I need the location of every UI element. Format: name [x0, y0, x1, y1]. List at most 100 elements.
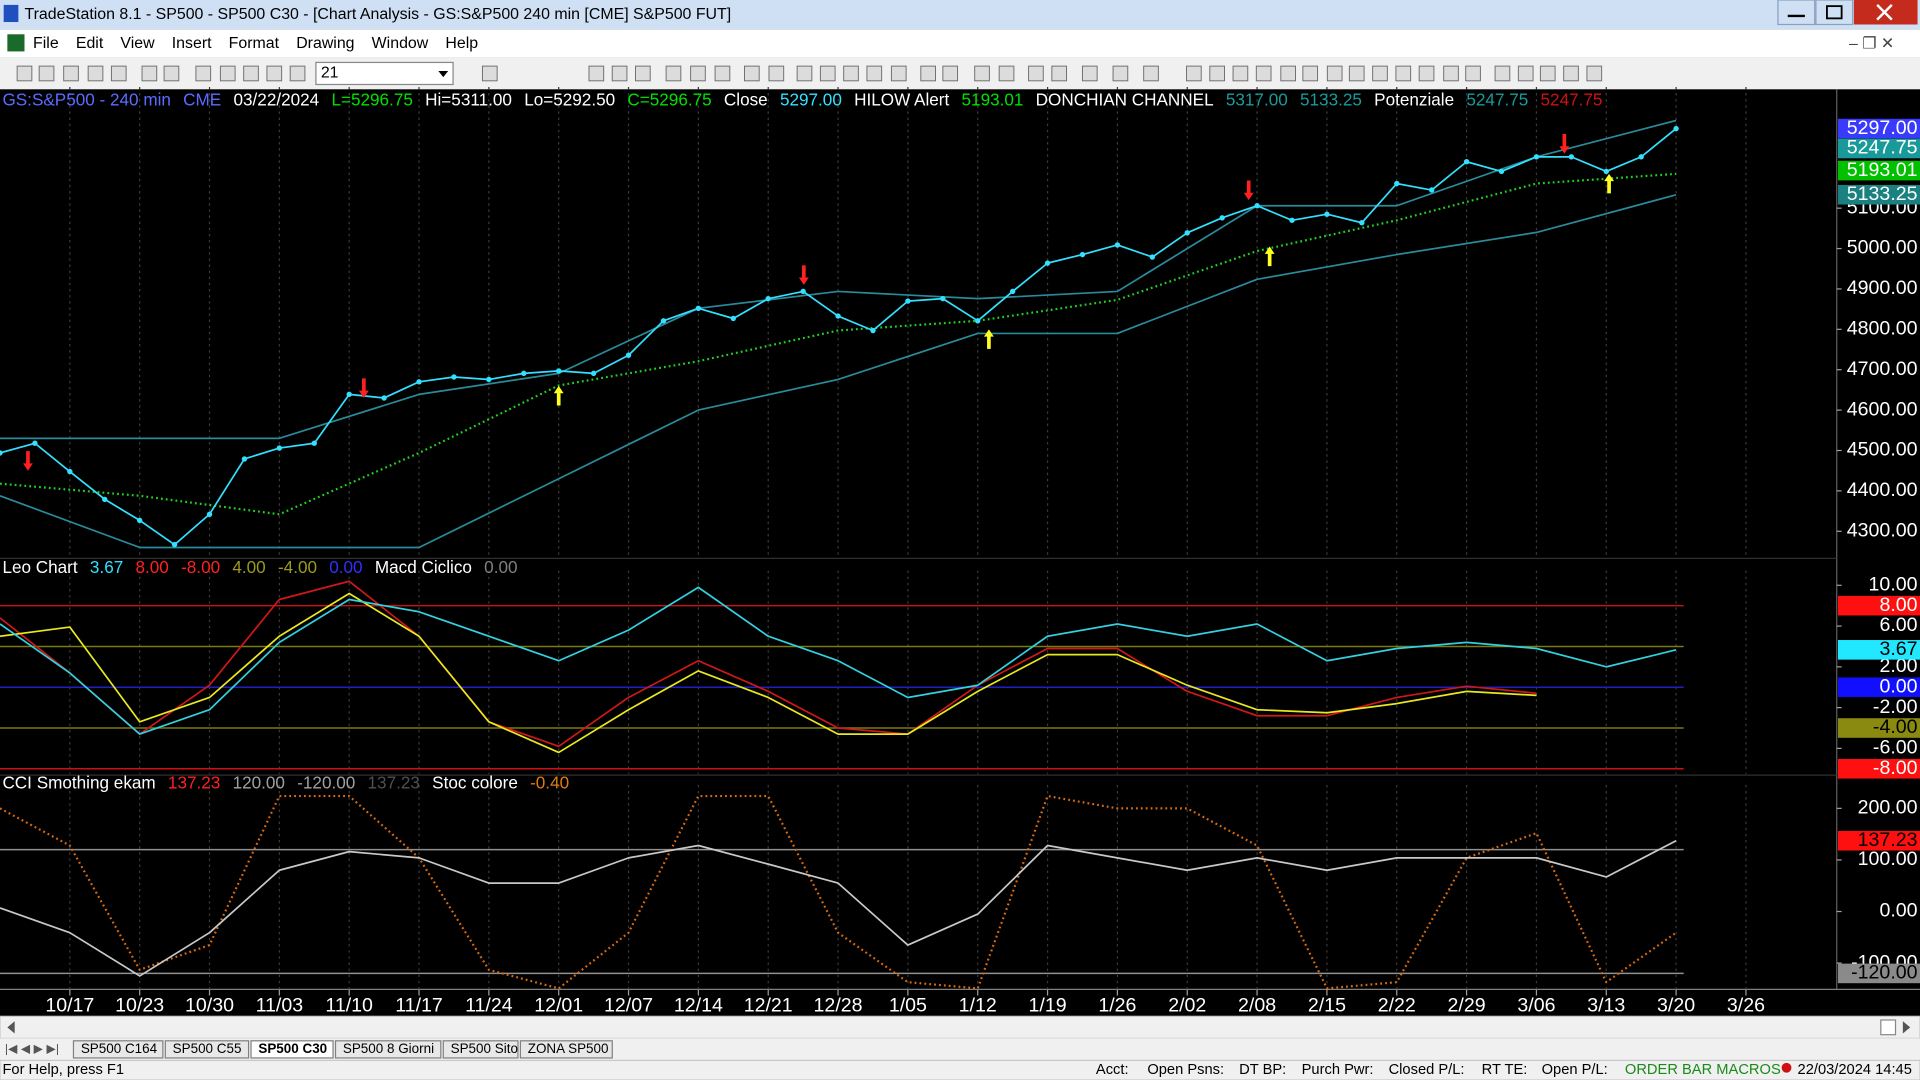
tool-button[interactable] [1494, 65, 1511, 82]
minimize-button[interactable] [1777, 0, 1816, 26]
menu-item[interactable]: Insert [172, 35, 212, 52]
tool-button[interactable] [1418, 65, 1435, 82]
tool-button[interactable] [1081, 65, 1098, 82]
axis-marker-label: 0.00 [1879, 675, 1917, 697]
tab[interactable] [334, 1040, 442, 1059]
price-dot [1184, 230, 1190, 236]
tool-button[interactable] [110, 65, 127, 82]
tool-button[interactable] [481, 65, 498, 82]
tab-label: SP500 C164 [81, 1041, 158, 1056]
tool-button[interactable] [38, 65, 55, 82]
menu-item[interactable]: Edit [76, 35, 104, 52]
tool-button[interactable] [796, 65, 813, 82]
tool-button[interactable] [1443, 65, 1459, 82]
menu-item[interactable]: File [33, 35, 59, 52]
tab[interactable] [250, 1040, 334, 1059]
tool-button[interactable] [920, 65, 937, 82]
tool-button[interactable] [63, 65, 79, 82]
y-tick-label: 4600.00 [1847, 398, 1918, 420]
scroll-left[interactable] [7, 1021, 15, 1034]
tool-button[interactable] [611, 65, 628, 82]
tool-button[interactable] [665, 65, 682, 82]
tool-button[interactable] [1302, 65, 1319, 82]
menu-item[interactable]: Drawing [296, 35, 354, 52]
tool-button[interactable] [195, 65, 212, 82]
status-field: Closed P/L: [1389, 1062, 1465, 1078]
tool-button[interactable] [866, 65, 883, 82]
tool-button[interactable] [1186, 65, 1202, 82]
x-tick-label: 12/14 [674, 995, 723, 1017]
tool-button[interactable] [890, 65, 907, 82]
menu-item[interactable]: Format [229, 35, 280, 52]
tool-button[interactable] [163, 65, 180, 82]
menu-item[interactable]: Help [445, 35, 478, 52]
tool-button[interactable] [1209, 65, 1225, 82]
maximize-button[interactable] [1815, 0, 1854, 26]
tool-button[interactable] [219, 65, 236, 82]
tool-button[interactable] [690, 65, 706, 82]
tool-button[interactable] [768, 65, 785, 82]
signal-arrow [1243, 180, 1254, 201]
price-dot [451, 374, 457, 380]
price-dot [1394, 180, 1400, 187]
tool-button[interactable] [1348, 65, 1365, 82]
tool-button[interactable] [87, 65, 104, 82]
tool-button[interactable] [843, 65, 859, 82]
macros[interactable]: ORDER BAR MACROS [1625, 1062, 1781, 1078]
price-dot [1463, 159, 1470, 165]
tool-button[interactable] [1232, 65, 1249, 82]
tool-button[interactable] [1563, 65, 1579, 82]
y-tick-label: 100.00 [1858, 848, 1918, 870]
tab-nav[interactable]: |◀ ◀ ▶ ▶| [5, 1042, 59, 1056]
price-dot [381, 395, 387, 401]
scroll-right[interactable] [1902, 1021, 1911, 1034]
tool-button[interactable] [1280, 65, 1296, 82]
app-icon [3, 4, 19, 23]
tool-button[interactable] [1051, 65, 1068, 82]
series-line [0, 172, 1677, 516]
menu-item[interactable]: View [120, 35, 155, 52]
tool-button[interactable] [635, 65, 651, 82]
tool-button[interactable] [1372, 65, 1388, 82]
tab[interactable] [442, 1040, 519, 1059]
price-dot [695, 305, 702, 312]
tool-button[interactable] [1539, 65, 1556, 82]
signal-arrow [358, 378, 369, 399]
tool-button[interactable] [1517, 65, 1534, 82]
tab[interactable] [519, 1040, 613, 1059]
tab[interactable] [72, 1040, 164, 1059]
price-dot [1219, 215, 1225, 221]
tool-button[interactable] [1143, 65, 1159, 82]
y-tick-label: 0.00 [1879, 900, 1917, 922]
tool-button[interactable] [744, 65, 760, 82]
x-tick-label: 10/30 [185, 995, 234, 1017]
header-item: 5247.75 [1466, 89, 1528, 109]
scroll-thumb[interactable] [1880, 1019, 1897, 1036]
tool-button[interactable] [819, 65, 836, 82]
tool-button[interactable] [243, 65, 259, 82]
tool-button[interactable] [1465, 65, 1481, 82]
tool-button[interactable] [1255, 65, 1272, 82]
interval-combo[interactable] [315, 61, 454, 86]
tool-button[interactable] [266, 65, 283, 82]
axis-marker [1837, 595, 1920, 616]
tool-button[interactable] [141, 65, 158, 82]
tool-button[interactable] [1395, 65, 1412, 82]
signal-arrow [23, 451, 33, 471]
mdi-controls[interactable]: – ❐ ✕ [1849, 35, 1894, 52]
tool-button[interactable] [714, 65, 731, 82]
h-scrollbar[interactable] [0, 1015, 1920, 1039]
tool-button[interactable] [16, 65, 33, 82]
tool-button[interactable] [588, 65, 605, 82]
tool-button[interactable] [998, 65, 1015, 82]
tool-button[interactable] [1326, 65, 1343, 82]
tool-button[interactable] [1586, 65, 1603, 82]
header-item: 03/22/2024 [233, 89, 319, 109]
tool-button[interactable] [974, 65, 990, 82]
tool-button[interactable] [942, 65, 959, 82]
tool-button[interactable] [289, 65, 306, 82]
tool-button[interactable] [1112, 65, 1129, 82]
menu-item[interactable]: Window [372, 35, 429, 52]
tab[interactable] [164, 1040, 250, 1059]
tool-button[interactable] [1028, 65, 1044, 82]
